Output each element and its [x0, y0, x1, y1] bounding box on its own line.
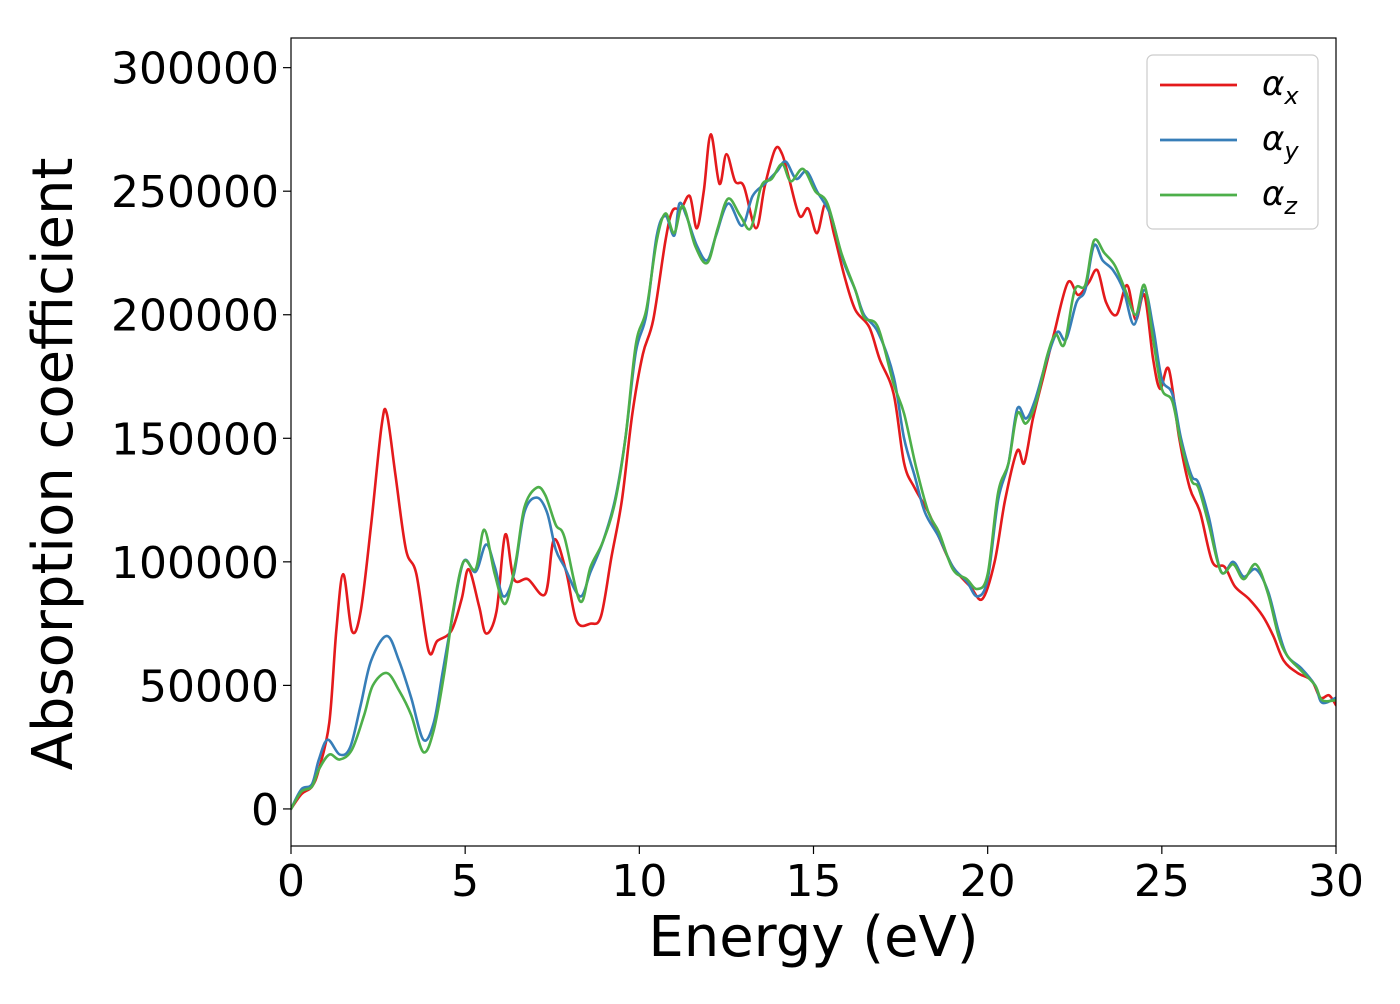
legend-item-x: αx	[1160, 64, 1299, 110]
series-line-z	[291, 162, 1336, 811]
legend-item-y: αy	[1160, 119, 1299, 165]
y-tick-label: 50000	[139, 661, 279, 712]
x-tick-label: 25	[1134, 856, 1190, 907]
series-line-x	[291, 133, 1336, 811]
legend-label: αy	[1262, 119, 1299, 165]
y-tick-label: 300000	[111, 44, 279, 95]
x-axis: 0 5 10 15 20 25 30	[277, 846, 1364, 907]
y-tick-label: 100000	[111, 538, 279, 589]
y-axis: 0 50000 100000 150000 200000 250000 300000	[111, 44, 291, 836]
y-tick-label: 150000	[111, 414, 279, 465]
legend-box	[1146, 54, 1319, 230]
y-axis-label: Absorption coefficient	[21, 158, 86, 771]
x-tick-label: 15	[786, 856, 842, 907]
x-tick-label: 30	[1308, 856, 1364, 907]
legend-label: αz	[1262, 174, 1298, 220]
series-layer	[291, 133, 1336, 811]
series-line-y	[291, 160, 1336, 811]
x-tick-label: 0	[277, 856, 305, 907]
legend-label: αx	[1262, 64, 1299, 110]
legend-item-z: αz	[1160, 174, 1298, 220]
y-tick-label: 250000	[111, 167, 279, 218]
x-tick-label: 20	[960, 856, 1016, 907]
x-tick-label: 10	[611, 856, 667, 907]
x-tick-label: 5	[451, 856, 479, 907]
x-axis-label: Energy (eV)	[648, 905, 978, 970]
y-tick-label: 200000	[111, 291, 279, 342]
y-tick-label: 0	[251, 785, 279, 836]
legend: αx αy αz	[1146, 54, 1319, 230]
